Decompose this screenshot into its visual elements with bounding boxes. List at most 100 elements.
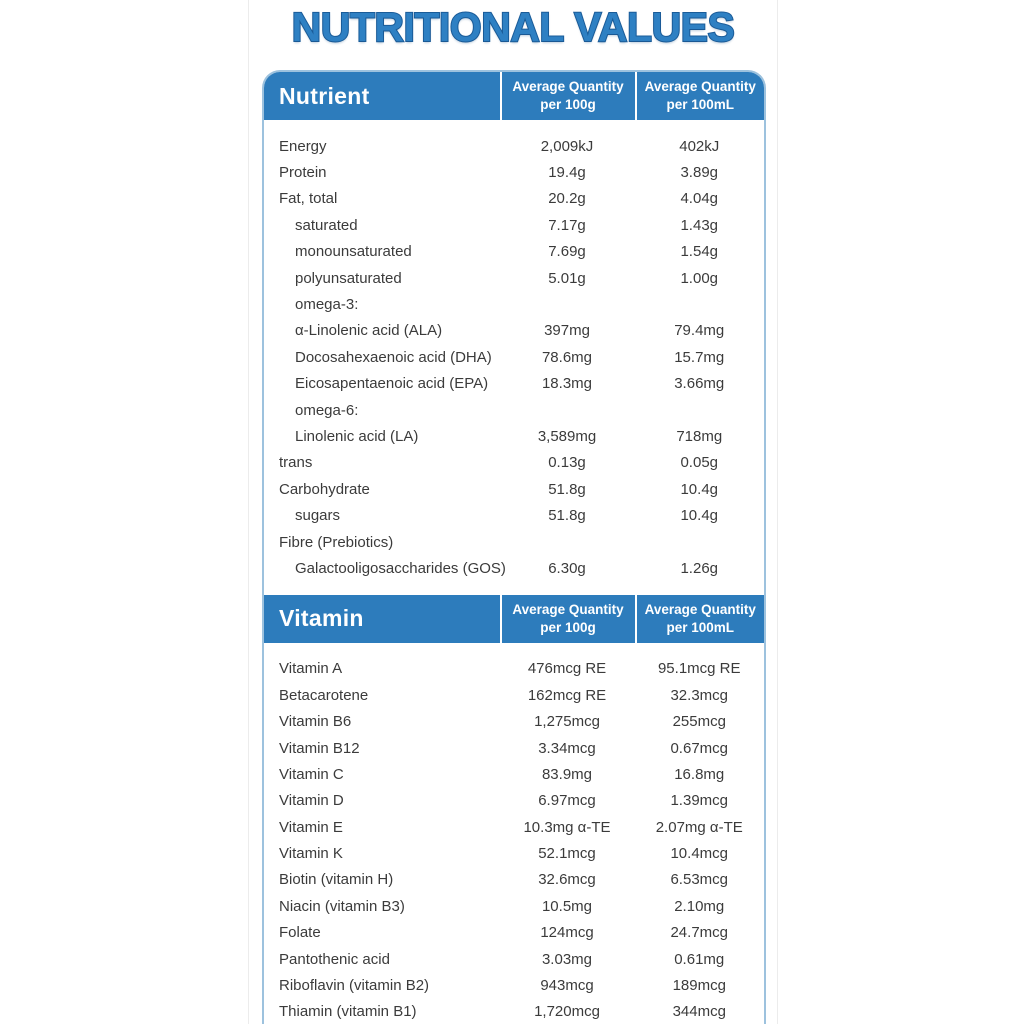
nutrient-label: Vitamin B6 xyxy=(279,713,352,731)
column-header-per-100g: Average Quantity per 100g xyxy=(499,72,635,120)
value-per-100ml: 718mg xyxy=(676,427,723,445)
value-per-100ml: 1.26g xyxy=(680,559,719,577)
value-per-100g: 32.6mcg xyxy=(538,871,596,889)
table-row: polyunsaturated 5.01g 1.00g xyxy=(264,265,764,291)
table-row: Vitamin D 6.97mcg 1.39mcg xyxy=(264,788,764,814)
table-row: Fibre (Prebiotics) xyxy=(264,529,764,555)
nutrient-label: monounsaturated xyxy=(295,243,412,261)
nutrient-label: trans xyxy=(279,454,313,472)
nutrient-label: omega-3: xyxy=(295,296,359,314)
value-per-100ml: 4.04g xyxy=(680,190,719,208)
nutrient-label: Biotin (vitamin H) xyxy=(279,871,394,889)
nutrient-label: Carbohydrate xyxy=(279,480,370,498)
table-row: omega-3: xyxy=(264,291,764,317)
nutrient-label: Docosahexaenoic acid (DHA) xyxy=(295,348,492,366)
nutrient-label: Fat, total xyxy=(279,190,338,208)
nutrient-label: α-Linolenic acid (ALA) xyxy=(295,322,443,340)
value-per-100ml: 3.89g xyxy=(680,164,719,182)
column-header-line: Average Quantity xyxy=(512,602,624,618)
column-header-line: Average Quantity xyxy=(512,79,624,95)
nutrient-label: Vitamin A xyxy=(279,660,343,678)
value-per-100g: 19.4g xyxy=(548,164,586,182)
value-per-100ml: 402kJ xyxy=(679,137,720,155)
table-row: trans 0.13g 0.05g xyxy=(264,450,764,476)
table-row: Vitamin B12 3.34mcg 0.67mcg xyxy=(264,735,764,761)
nutrient-label: Energy xyxy=(279,137,327,155)
value-per-100g: 397mg xyxy=(544,322,590,340)
value-per-100ml: 1.39mcg xyxy=(670,792,729,810)
nutrient-label: Thiamin (vitamin B1) xyxy=(279,1003,417,1021)
value-per-100ml: 10.4g xyxy=(680,480,719,498)
nutrient-label: Galactooligosaccharides (GOS) xyxy=(295,559,506,577)
value-per-100ml: 15.7mg xyxy=(674,348,725,366)
value-per-100g: 51.8g xyxy=(548,480,586,498)
value-per-100g: 124mcg xyxy=(540,924,594,942)
table-row: Thiamin (vitamin B1) 1,720mcg 344mcg xyxy=(264,999,764,1024)
value-per-100ml: 32.3mcg xyxy=(670,686,729,704)
value-per-100g: 1,275mcg xyxy=(534,713,600,731)
table-row: Energy 2,009kJ 402kJ xyxy=(264,133,764,159)
table-row: omega-6: xyxy=(264,397,764,423)
value-per-100g: 3.03mg xyxy=(541,950,593,968)
value-per-100ml: 3.66mg xyxy=(674,375,725,393)
value-per-100g: 78.6mg xyxy=(541,348,593,366)
vitamin-header-band: Vitamin Average Quantity per 100g Averag… xyxy=(264,594,765,643)
value-per-100ml: 10.4mcg xyxy=(670,845,729,863)
value-per-100ml: 0.67mcg xyxy=(670,739,729,757)
nutrient-label: Vitamin E xyxy=(279,818,343,836)
value-per-100g: 51.8g xyxy=(548,507,586,525)
column-header-line: Average Quantity xyxy=(644,79,756,95)
table-row: Vitamin K 52.1mcg 10.4mcg xyxy=(264,840,764,866)
nutrient-label: saturated xyxy=(295,216,358,234)
value-per-100ml: 1.54g xyxy=(680,243,719,261)
column-header-line: per 100mL xyxy=(666,97,735,112)
nutrient-label: Niacin (vitamin B3) xyxy=(279,897,405,915)
table-row: monounsaturated 7.69g 1.54g xyxy=(264,239,764,265)
nutrient-label: Riboflavin (vitamin B2) xyxy=(279,977,430,995)
column-header-per-100ml: Average Quantity per 100mL xyxy=(634,72,765,120)
column-header-line: per 100g xyxy=(540,619,596,635)
value-per-100ml: 255mcg xyxy=(672,713,726,731)
value-per-100g: 1,720mcg xyxy=(534,1003,600,1021)
nutrient-label: Eicosapentaenoic acid (EPA) xyxy=(295,375,489,393)
value-per-100ml: 24.7mcg xyxy=(670,924,729,942)
value-per-100g: 20.2g xyxy=(548,190,586,208)
table-row: α-Linolenic acid (ALA) 397mg 79.4mg xyxy=(264,318,764,344)
table-row: Vitamin B6 1,275mcg 255mcg xyxy=(264,708,764,734)
column-header-per-100g: Average Quantity per 100g xyxy=(499,594,635,643)
nutrient-label: omega-6: xyxy=(295,401,359,419)
table-row: Protein 19.4g 3.89g xyxy=(264,159,764,185)
table-row: Fat, total 20.2g 4.04g xyxy=(264,186,764,212)
value-per-100g: 3,589mg xyxy=(537,427,597,445)
table-row: Galactooligosaccharides (GOS) 6.30g 1.26g xyxy=(264,555,764,581)
value-per-100ml: 1.00g xyxy=(680,269,719,287)
value-per-100ml: 6.53mcg xyxy=(670,871,729,889)
vitamin-rows: Vitamin A 476mcg RE 95.1mcg RE Betacarotene… xyxy=(264,643,764,1024)
nutrition-table: Nutrient Average Quantity per 100g Avera… xyxy=(262,70,766,1024)
value-per-100g: 6.97mcg xyxy=(538,792,596,810)
column-header-line: Average Quantity xyxy=(644,602,756,618)
table-row: Betacarotene 162mcg RE 32.3mcg xyxy=(264,682,764,708)
nutrient-label: Fibre (Prebiotics) xyxy=(279,533,394,551)
table-row: Biotin (vitamin H) 32.6mcg 6.53mcg xyxy=(264,867,764,893)
table-row: Folate 124mcg 24.7mcg xyxy=(264,920,764,946)
table-row: Niacin (vitamin B3) 10.5mg 2.10mg xyxy=(264,893,764,919)
nutrient-label: Vitamin K xyxy=(279,845,343,863)
value-per-100g: 52.1mcg xyxy=(538,845,596,863)
value-per-100ml: 16.8mg xyxy=(674,765,725,783)
value-per-100g: 0.13g xyxy=(548,454,586,472)
table-row: Vitamin E 10.3mg α-TE 2.07mg α-TE xyxy=(264,814,764,840)
column-header-per-100ml: Average Quantity per 100mL xyxy=(634,594,765,643)
value-per-100g: 7.69g xyxy=(548,243,586,261)
table-row: Riboflavin (vitamin B2) 943mcg 189mcg xyxy=(264,972,764,998)
table-row: Carbohydrate 51.8g 10.4g xyxy=(264,476,764,502)
value-per-100ml: 1.43g xyxy=(680,216,719,234)
nutrient-label: Vitamin C xyxy=(279,765,344,783)
value-per-100ml: 344mcg xyxy=(672,1003,726,1021)
value-per-100g: 2,009kJ xyxy=(540,137,594,155)
value-per-100g: 10.5mg xyxy=(541,897,593,915)
table-row: saturated 7.17g 1.43g xyxy=(264,212,764,238)
value-per-100ml: 10.4g xyxy=(680,507,719,525)
value-per-100g: 476mcg RE xyxy=(527,660,607,678)
table-row: sugars 51.8g 10.4g xyxy=(264,502,764,528)
